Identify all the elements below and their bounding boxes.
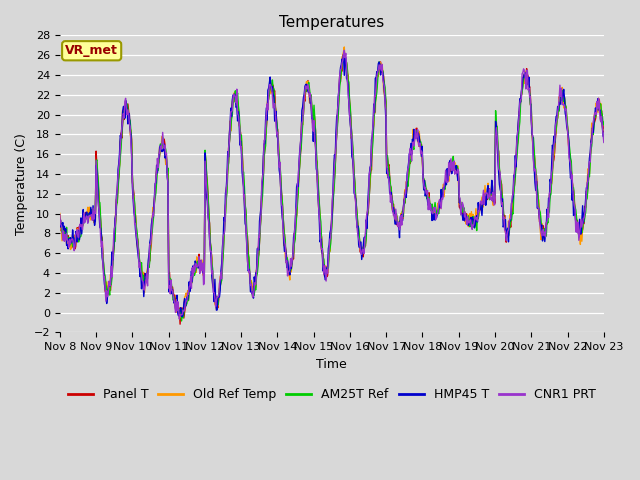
Text: VR_met: VR_met <box>65 44 118 57</box>
Title: Temperatures: Temperatures <box>279 15 385 30</box>
Y-axis label: Temperature (C): Temperature (C) <box>15 133 28 235</box>
Legend: Panel T, Old Ref Temp, AM25T Ref, HMP45 T, CNR1 PRT: Panel T, Old Ref Temp, AM25T Ref, HMP45 … <box>63 383 601 406</box>
X-axis label: Time: Time <box>316 358 347 371</box>
